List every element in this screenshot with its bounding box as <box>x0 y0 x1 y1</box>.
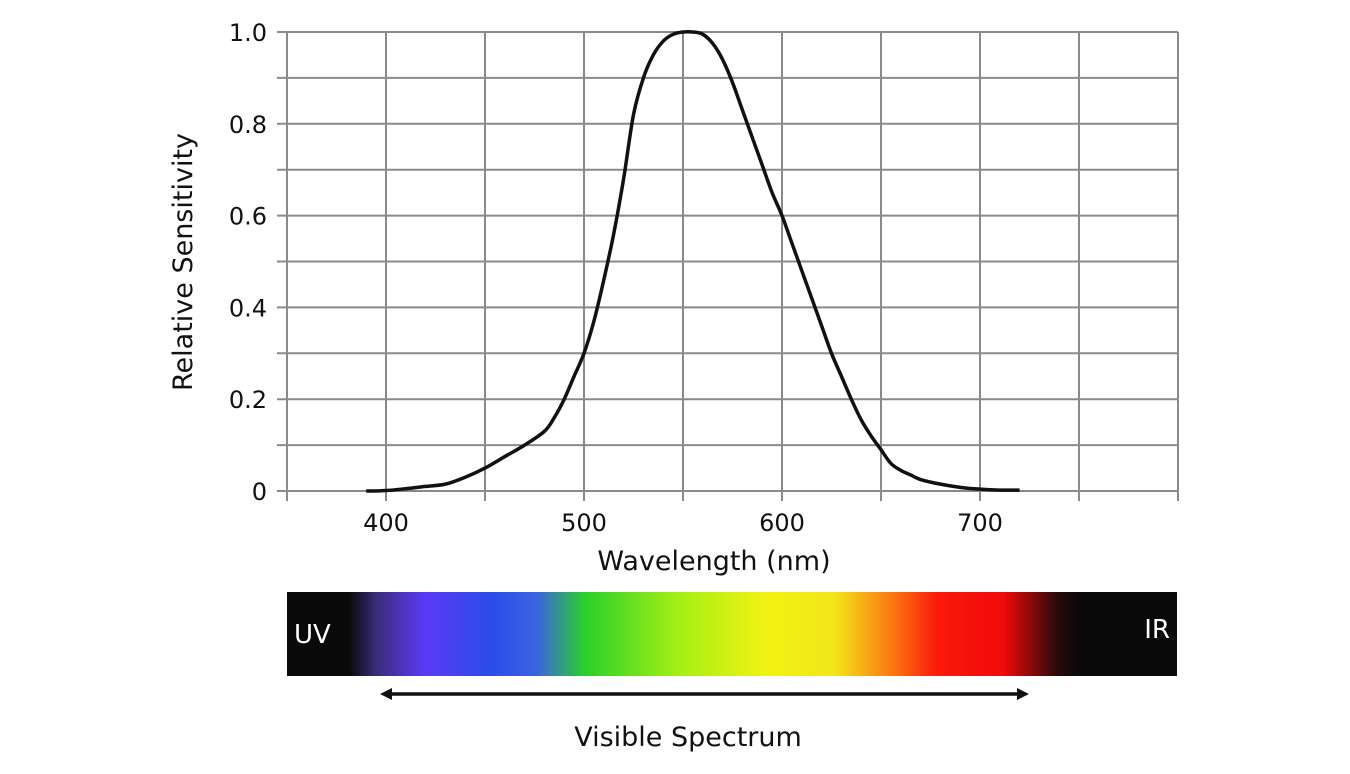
x-tick-label: 400 <box>363 509 409 537</box>
sensitivity-curve <box>366 29 1020 493</box>
uv-label: UV <box>294 620 331 650</box>
axis-ticks: 400 500 600 700 0 0.2 0.4 0.6 0.8 1.0 <box>229 19 1003 537</box>
x-tick-label: 500 <box>561 509 607 537</box>
visible-spectrum-caption: Visible Spectrum <box>574 722 802 753</box>
y-tick-label: 0 <box>252 478 267 506</box>
spectrum-gradient-bar <box>287 592 1177 676</box>
y-tick-label: 1.0 <box>229 19 267 47</box>
y-tick-label: 0.8 <box>229 111 267 139</box>
y-axis-label: Relative Sensitivity <box>168 133 199 391</box>
plot-grid <box>277 31 1179 501</box>
spectrum-band: UV IR <box>287 592 1177 676</box>
ir-label: IR <box>1144 615 1170 645</box>
x-axis-label: Wavelength (nm) <box>597 546 830 577</box>
x-tick-label: 600 <box>759 509 805 537</box>
y-tick-label: 0.4 <box>229 294 267 322</box>
x-tick-label: 700 <box>957 509 1003 537</box>
y-tick-label: 0.6 <box>229 203 267 231</box>
series-layer <box>366 29 1020 493</box>
y-tick-label: 0.2 <box>229 386 267 414</box>
